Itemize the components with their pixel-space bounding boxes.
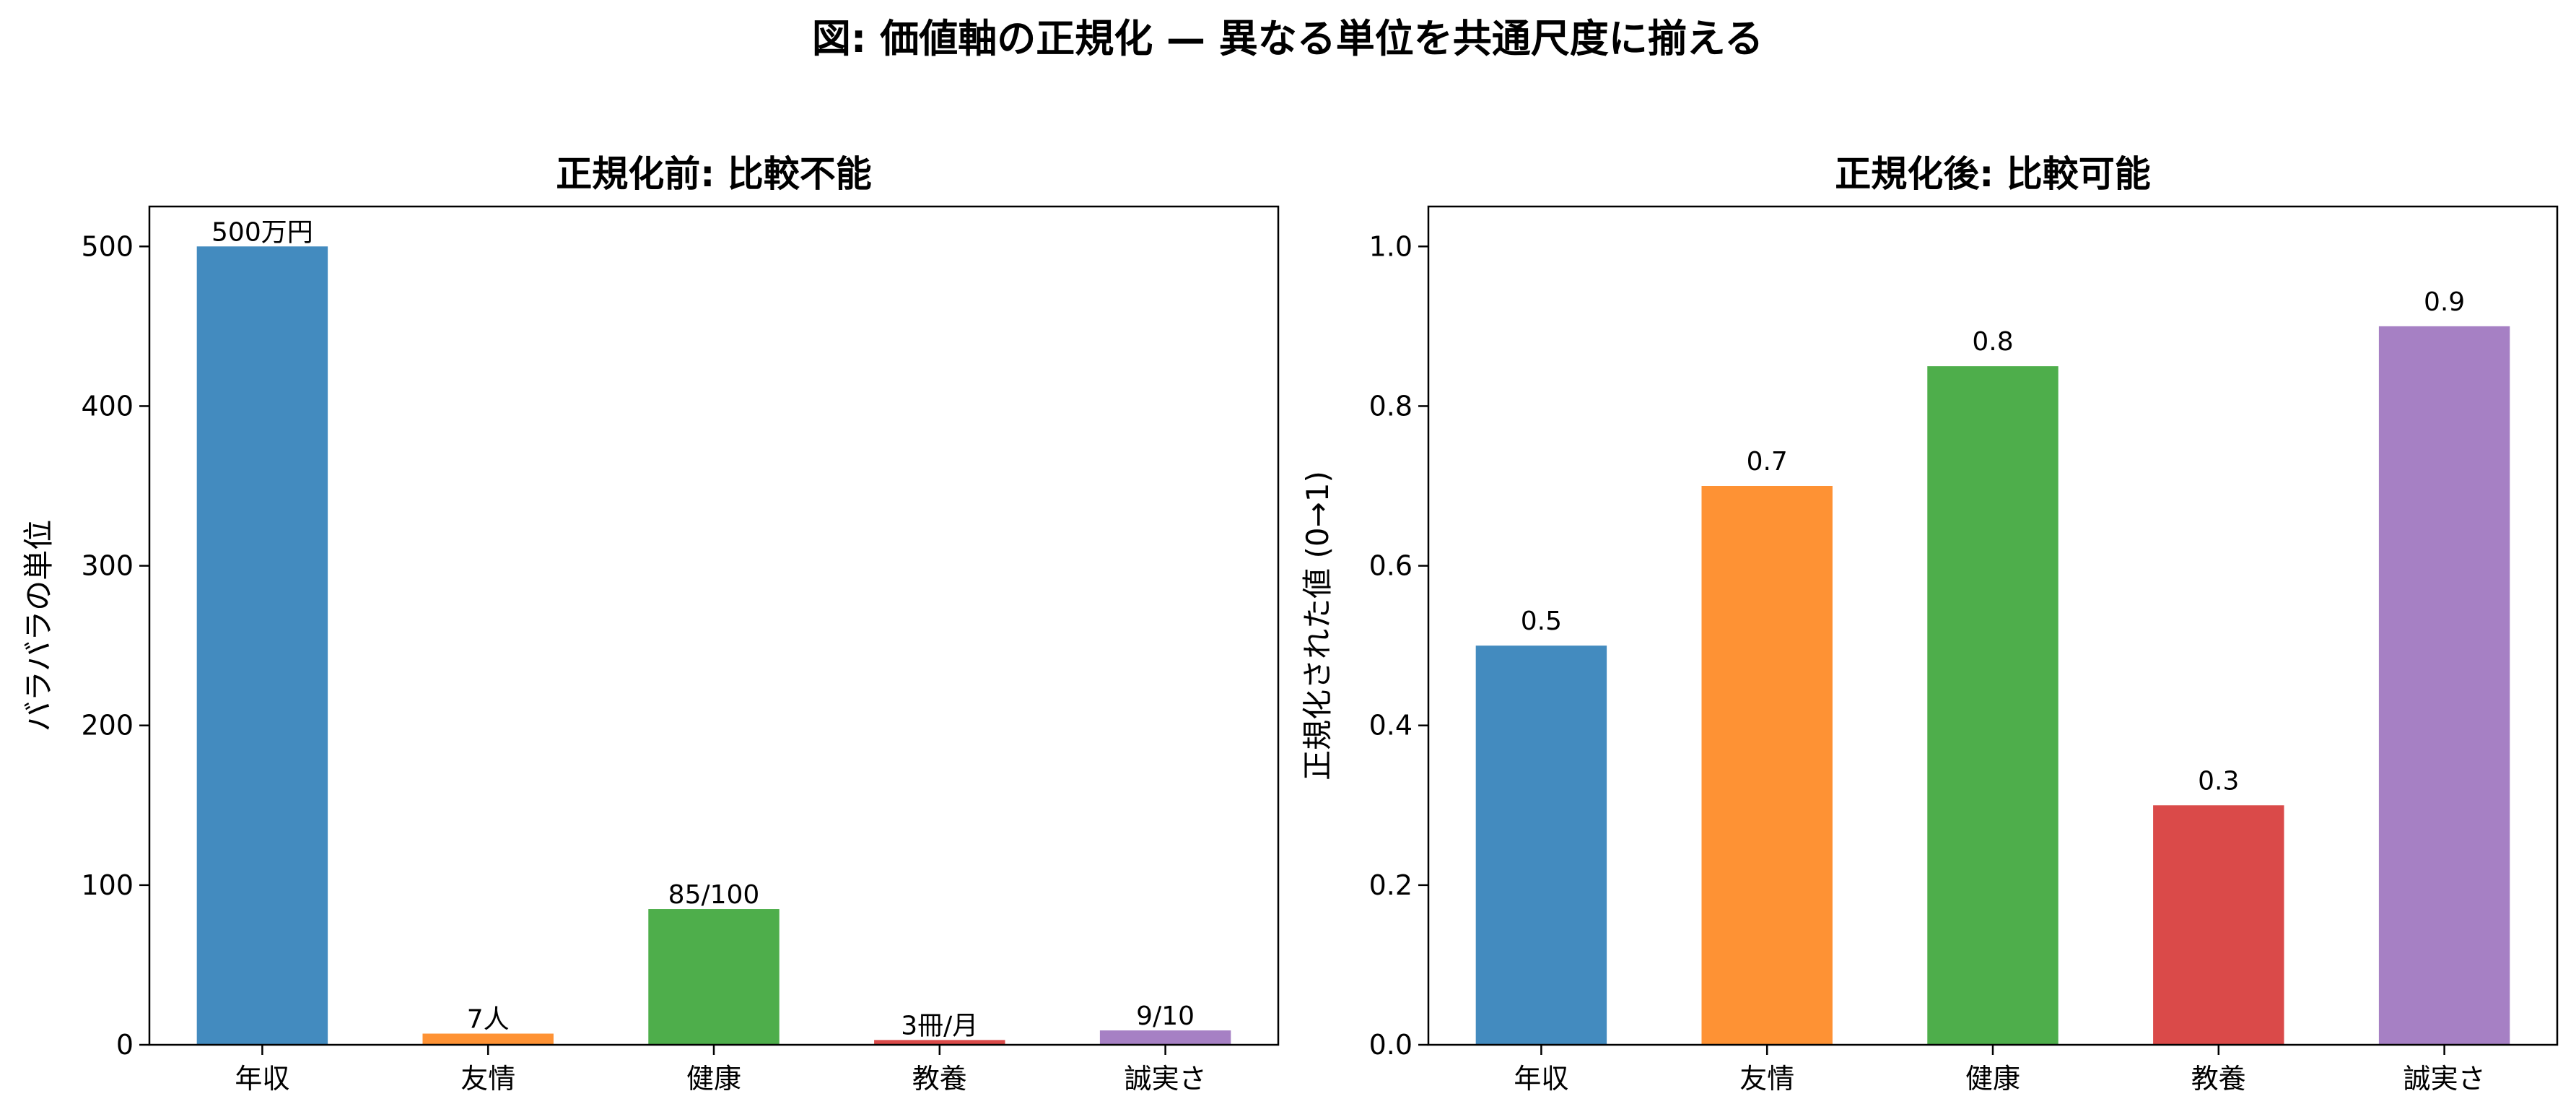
y-tick-label: 0	[116, 1029, 134, 1061]
data-label: 0.8	[1972, 327, 2013, 357]
y-tick-label: 200	[81, 710, 134, 742]
data-label: 9/10	[1136, 1001, 1195, 1031]
y-tick-label: 1.0	[1369, 230, 1413, 262]
bar	[1927, 366, 2058, 1046]
plot-frame	[1427, 205, 2559, 1046]
plot-frame	[148, 205, 1280, 1046]
x-tick-label: 友情	[1739, 1063, 1794, 1095]
bar	[1475, 646, 1607, 1045]
y-axis-label: 正規化された値 (0→1)	[1300, 471, 1335, 781]
data-label: 0.3	[2198, 766, 2239, 796]
bar	[196, 246, 328, 1046]
y-tick-label: 100	[81, 869, 134, 901]
y-tick-label: 300	[81, 550, 134, 582]
data-label: 3冊/月	[901, 1011, 978, 1040]
chart-before-normalization: 正規化前: 比較不能 バラバラの単位 0 100 200 300 400 500 500万円…	[21, 153, 1280, 1095]
data-label: 0.5	[1521, 607, 1562, 636]
chart-after-normalization: 正規化後: 比較可能 正規化された値 (0→1) 0.0 0.2 0.4 0.6 0.8…	[1300, 153, 2559, 1095]
data-label: 85/100	[668, 880, 760, 910]
y-tick-label: 500	[81, 230, 134, 262]
x-tick-label: 健康	[686, 1063, 741, 1095]
data-label: 0.9	[2424, 287, 2465, 317]
y-tick-label: 0.6	[1369, 550, 1413, 582]
chart-title: 正規化前: 比較不能	[556, 153, 871, 195]
x-tick-label: 誠実さ	[1125, 1063, 1207, 1095]
x-tick-label: 誠実さ	[2403, 1063, 2486, 1095]
y-tick-label: 0.4	[1369, 710, 1413, 742]
chart-title: 正規化後: 比較可能	[1835, 153, 2150, 195]
bar	[2153, 805, 2284, 1045]
y-tick-label: 0.0	[1369, 1029, 1413, 1061]
bar	[648, 909, 780, 1045]
figure-title: 図: 価値軸の正規化 — 異なる単位を共通尺度に揃える	[812, 16, 1763, 61]
bar	[874, 1040, 1005, 1045]
x-tick-label: 年収	[1514, 1063, 1568, 1095]
y-tick-label: 400	[81, 390, 134, 422]
x-tick-label: 健康	[1965, 1063, 2020, 1095]
y-axis-label: バラバラの単位	[21, 520, 56, 732]
data-label: 7人	[467, 1005, 510, 1035]
bar	[1701, 486, 1833, 1045]
data-label: 0.7	[1747, 447, 1788, 477]
x-tick-label: 教養	[2191, 1063, 2246, 1095]
x-tick-label: 教養	[912, 1063, 967, 1095]
y-tick-label: 0.2	[1369, 869, 1413, 901]
x-tick-label: 友情	[460, 1063, 515, 1095]
bar	[422, 1033, 554, 1045]
x-tick-label: 年収	[235, 1063, 289, 1095]
y-tick-label: 0.8	[1369, 390, 1413, 422]
plot-area: 0.0 0.2 0.4 0.6 0.8 1.0 0.5 年収 0.7 友情 0.8 健康 0.3 教養 0.…	[1369, 230, 2510, 1095]
bar	[2378, 326, 2510, 1045]
bar	[1099, 1030, 1231, 1045]
data-label: 500万円	[211, 217, 313, 247]
